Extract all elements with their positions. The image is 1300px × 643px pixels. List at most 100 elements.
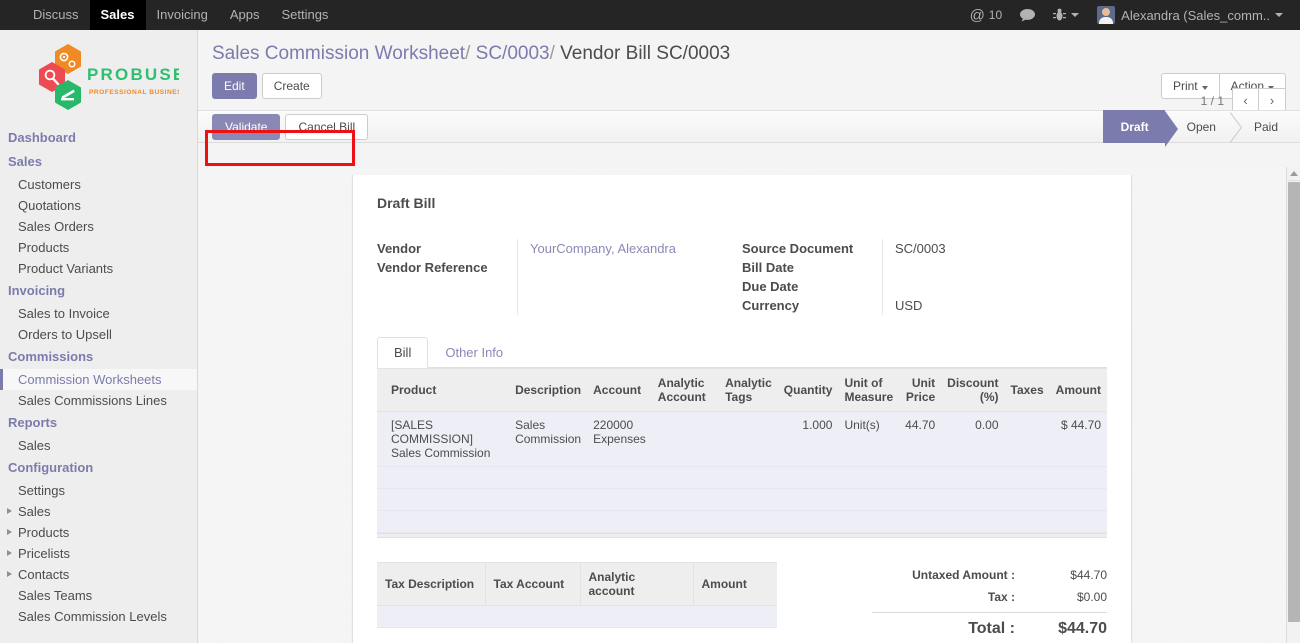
cell-discount[interactable]: 0.00 — [941, 411, 1005, 467]
sidebar-item-customers[interactable]: Customers — [18, 177, 81, 192]
vendor-reference-value[interactable] — [517, 258, 742, 277]
sidebar: PROBUSE PROFESSIONAL BUSINESS Dashboard … — [0, 30, 198, 643]
source-document-value[interactable]: SC/0003 — [882, 239, 1107, 258]
sidebar-nav: Dashboard Sales Customers Quotations Sal… — [0, 126, 197, 627]
scroll-up-button[interactable] — [1287, 167, 1300, 181]
bill-date-value[interactable] — [882, 258, 1107, 277]
menu-item-invoicing[interactable]: Invoicing — [156, 7, 208, 22]
table-header-row: Tax Description Tax Account Analytic acc… — [377, 562, 777, 606]
brand-logo[interactable]: PROBUSE PROFESSIONAL BUSINESS — [0, 30, 197, 126]
breadcrumb-separator: / — [465, 43, 471, 64]
col-product[interactable]: Product — [377, 368, 510, 412]
totals-divider — [872, 612, 1107, 613]
menu-item-discuss[interactable]: Discuss — [33, 7, 79, 22]
sidebar-item-reports-sales[interactable]: Sales — [18, 438, 51, 453]
tab-other-info[interactable]: Other Info — [445, 345, 504, 360]
messages-button[interactable] — [1011, 0, 1044, 30]
sidebar-heading-configuration[interactable]: Configuration — [8, 460, 94, 475]
sidebar-item-sales-to-invoice[interactable]: Sales to Invoice — [18, 306, 110, 321]
breadcrumb-root[interactable]: Sales Commission Worksheet — [212, 43, 466, 64]
cell-account[interactable]: 220000 Expenses — [587, 411, 652, 467]
col-uom[interactable]: Unit of Measure — [838, 368, 900, 412]
chevron-down-icon — [1275, 13, 1283, 17]
currency-value[interactable]: USD — [882, 296, 1107, 315]
col-discount[interactable]: Discount (%) — [941, 368, 1005, 412]
create-button[interactable]: Create — [261, 73, 322, 99]
col-analytic-tags[interactable]: Analytic Tags — [719, 368, 778, 412]
table-spacer-row — [377, 510, 1107, 533]
table-empty-row[interactable] — [377, 488, 1107, 511]
sidebar-item-sales-orders[interactable]: Sales Orders — [18, 219, 94, 234]
top-navbar: Discuss Sales Invoicing Apps Settings @ … — [0, 0, 1300, 30]
sidebar-heading-dashboard[interactable]: Dashboard — [8, 130, 76, 145]
table-row[interactable]: [SALES COMMISSION] Sales Commission Sale… — [377, 411, 1107, 467]
mentions-button[interactable]: @ 10 — [961, 0, 1012, 30]
field-label-empty — [377, 277, 517, 296]
pager-previous-button[interactable]: ‹ — [1232, 88, 1259, 113]
sidebar-heading-reports[interactable]: Reports — [8, 415, 58, 430]
col-description[interactable]: Description — [509, 368, 588, 412]
debug-menu-button[interactable] — [1044, 0, 1088, 30]
sidebar-item-config-sales[interactable]: Sales — [0, 501, 197, 522]
sidebar-item-sales-commissions-lines[interactable]: Sales Commissions Lines — [18, 393, 167, 408]
sidebar-item-config-contacts[interactable]: Contacts — [0, 564, 197, 585]
col-analytic-account[interactable]: Analytic Account — [651, 368, 720, 412]
field-label: Due Date — [742, 279, 799, 294]
status-open[interactable]: Open — [1165, 110, 1232, 143]
sidebar-item-sales-teams[interactable]: Sales Teams — [18, 588, 93, 603]
pager-next-button[interactable]: › — [1259, 88, 1286, 113]
col-taxes[interactable]: Taxes — [1004, 368, 1050, 412]
status-draft[interactable]: Draft — [1102, 110, 1178, 147]
sidebar-item-config-pricelists[interactable]: Pricelists — [0, 543, 197, 564]
tax-table-gap — [377, 628, 777, 643]
sidebar-heading-commissions[interactable]: Commissions — [8, 349, 94, 364]
col-quantity[interactable]: Quantity — [777, 368, 839, 412]
cell-quantity[interactable]: 1.000 — [777, 411, 839, 467]
cell-analytic-tags[interactable] — [719, 411, 778, 467]
menu-item-sales[interactable]: Sales — [89, 0, 146, 30]
validate-button[interactable]: Validate — [212, 113, 281, 140]
due-date-value[interactable] — [882, 277, 1107, 296]
sidebar-item-label: Contacts — [18, 567, 70, 582]
sidebar-item-commission-worksheets[interactable]: Commission Worksheets — [0, 369, 197, 390]
tab-bill[interactable]: Bill — [377, 337, 429, 368]
cell-amount[interactable]: $ 44.70 — [1049, 411, 1107, 467]
print-dropdown[interactable]: Print — [1160, 73, 1220, 99]
cell-product[interactable]: [SALES COMMISSION] Sales Commission — [377, 411, 510, 467]
col-amount[interactable]: Amount — [1049, 368, 1107, 412]
sidebar-item-sales-commission-levels[interactable]: Sales Commission Levels — [18, 609, 167, 624]
cell-unit-price[interactable]: 44.70 — [899, 411, 942, 467]
bug-icon — [1053, 8, 1067, 21]
sidebar-item-label: Pricelists — [18, 546, 71, 561]
sidebar-item-products[interactable]: Products — [18, 240, 70, 255]
sidebar-item-config-products[interactable]: Products — [0, 522, 197, 543]
breadcrumb-middle[interactable]: SC/0003 — [475, 43, 550, 64]
col-account[interactable]: Account — [587, 368, 652, 412]
avatar — [1097, 6, 1116, 24]
user-menu-button[interactable]: Alexandra (Sales_comm.. — [1088, 0, 1292, 30]
vendor-value[interactable]: YourCompany, Alexandra — [517, 239, 742, 258]
edit-button[interactable]: Edit — [212, 73, 257, 99]
cell-description[interactable]: Sales Commission — [509, 411, 588, 467]
cell-uom[interactable]: Unit(s) — [838, 411, 900, 467]
breadcrumb-separator: / — [549, 43, 555, 64]
sidebar-item-product-variants[interactable]: Product Variants — [18, 261, 114, 276]
menu-item-settings[interactable]: Settings — [281, 7, 329, 22]
cell-analytic-account[interactable] — [651, 411, 720, 467]
vertical-scrollbar[interactable] — [1286, 167, 1300, 643]
main-content: Sales Commission Worksheet/ SC/0003/ Ven… — [198, 30, 1300, 643]
tax-lines-table: Tax Description Tax Account Analytic acc… — [377, 562, 777, 628]
sidebar-item-orders-to-upsell[interactable]: Orders to Upsell — [18, 327, 112, 342]
scrollbar-thumb[interactable] — [1288, 182, 1300, 622]
sidebar-item-quotations[interactable]: Quotations — [18, 198, 81, 213]
sidebar-heading-invoicing[interactable]: Invoicing — [8, 283, 66, 298]
sidebar-heading-sales[interactable]: Sales — [8, 154, 42, 169]
table-spacer-row — [377, 466, 1107, 489]
menu-item-apps[interactable]: Apps — [229, 7, 260, 22]
cancel-bill-button[interactable]: Cancel Bill — [285, 113, 369, 140]
sidebar-item-config-settings[interactable]: Settings — [18, 483, 65, 498]
status-paid[interactable]: Paid — [1253, 119, 1278, 134]
field-vendor: Vendor YourCompany, Alexandra — [377, 239, 742, 258]
col-unit-price[interactable]: Unit Price — [899, 368, 942, 412]
cell-taxes[interactable] — [1004, 411, 1050, 467]
